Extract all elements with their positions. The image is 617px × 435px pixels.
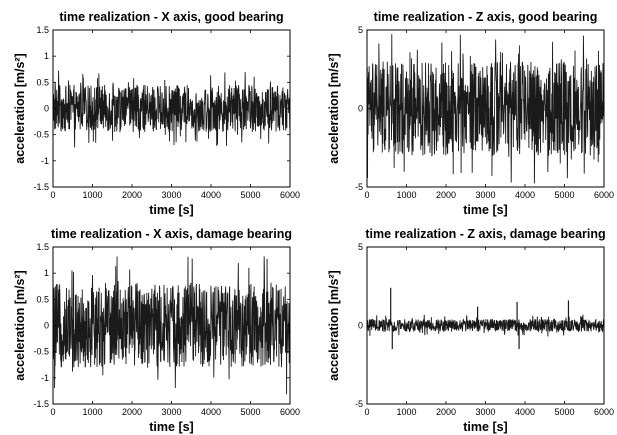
x-tick-label: 2000 [122, 407, 142, 417]
x-tick-label: 6000 [280, 407, 300, 417]
y-tick-label: 0 [358, 321, 363, 331]
x-tick-label: 0 [50, 407, 55, 417]
x-axis-label: time [s] [149, 203, 193, 217]
x-tick-label: 5000 [240, 190, 260, 200]
subplot-title: time realization - Z axis, good bearing [374, 10, 598, 24]
subplot-title: time realization - X axis, good bearing [59, 10, 283, 24]
x-tick-label: 3000 [475, 190, 495, 200]
x-tick-label: 3000 [161, 190, 181, 200]
x-tick-label: 2000 [436, 407, 456, 417]
y-tick-label: -1 [41, 373, 49, 383]
y-tick-label: -1.5 [33, 399, 49, 409]
x-tick-label: 2000 [436, 190, 456, 200]
x-tick-label: 5000 [554, 407, 574, 417]
y-tick-label: 5 [358, 25, 363, 35]
x-tick-label: 4000 [515, 407, 535, 417]
y-axis-label: acceleration [m/s²] [327, 270, 341, 380]
y-tick-label: 1.5 [36, 25, 49, 35]
x-tick-label: 4000 [515, 190, 535, 200]
x-tick-label: 5000 [554, 190, 574, 200]
y-tick-label: 0 [358, 104, 363, 114]
signal-trace [52, 70, 291, 148]
y-tick-label: 1.5 [36, 242, 49, 252]
x-axis-label: time [s] [149, 420, 193, 434]
y-axis-label: acceleration [m/s²] [327, 53, 341, 163]
x-tick-label: 1000 [82, 407, 102, 417]
signal-trace [52, 256, 291, 395]
y-tick-label: 0.5 [36, 77, 49, 87]
y-tick-label: -5 [355, 399, 363, 409]
y-tick-label: 0 [44, 321, 49, 331]
y-axis-label: acceleration [m/s²] [13, 270, 27, 380]
x-tick-label: 5000 [240, 407, 260, 417]
x-tick-label: 3000 [161, 407, 181, 417]
x-tick-label: 1000 [396, 407, 416, 417]
y-tick-label: 1 [44, 51, 49, 61]
y-tick-label: -0.5 [33, 347, 49, 357]
signal-trace [366, 314, 605, 337]
x-tick-label: 0 [364, 407, 369, 417]
subplot-3: 0 1000 2000 3000 4000 5000 6000 -1.5 -1 -0.5 0 0.5 1… [13, 227, 300, 434]
x-tick-label: 1000 [82, 190, 102, 200]
y-axis-label: acceleration [m/s²] [13, 53, 27, 163]
y-tick-label: 5 [358, 242, 363, 252]
x-tick-label: 1000 [396, 190, 416, 200]
subplot-title: time realization - X axis, damage bearin… [51, 227, 292, 241]
y-tick-label: -5 [355, 182, 363, 192]
x-tick-label: 4000 [201, 190, 221, 200]
y-tick-label: -1.5 [33, 182, 49, 192]
x-tick-label: 0 [364, 190, 369, 200]
signal-trace [366, 34, 605, 184]
y-tick-label: -1 [41, 156, 49, 166]
x-axis-label: time [s] [463, 203, 507, 217]
x-tick-label: 6000 [594, 407, 614, 417]
subplot-title: time realization - Z axis, damage bearin… [365, 227, 605, 241]
x-tick-label: 2000 [122, 190, 142, 200]
y-tick-label: 0.5 [36, 294, 49, 304]
y-tick-label: 0 [44, 104, 49, 114]
x-tick-label: 6000 [594, 190, 614, 200]
y-tick-label: -0.5 [33, 130, 49, 140]
y-tick-label: 1 [44, 268, 49, 278]
subplot-1: 0 1000 2000 3000 4000 5000 6000 -1.5 -1 -0.5 0 0.5 1… [13, 10, 300, 217]
x-tick-label: 4000 [201, 407, 221, 417]
x-axis-label: time [s] [463, 420, 507, 434]
x-tick-label: 0 [50, 190, 55, 200]
x-tick-label: 3000 [475, 407, 495, 417]
x-tick-label: 6000 [280, 190, 300, 200]
